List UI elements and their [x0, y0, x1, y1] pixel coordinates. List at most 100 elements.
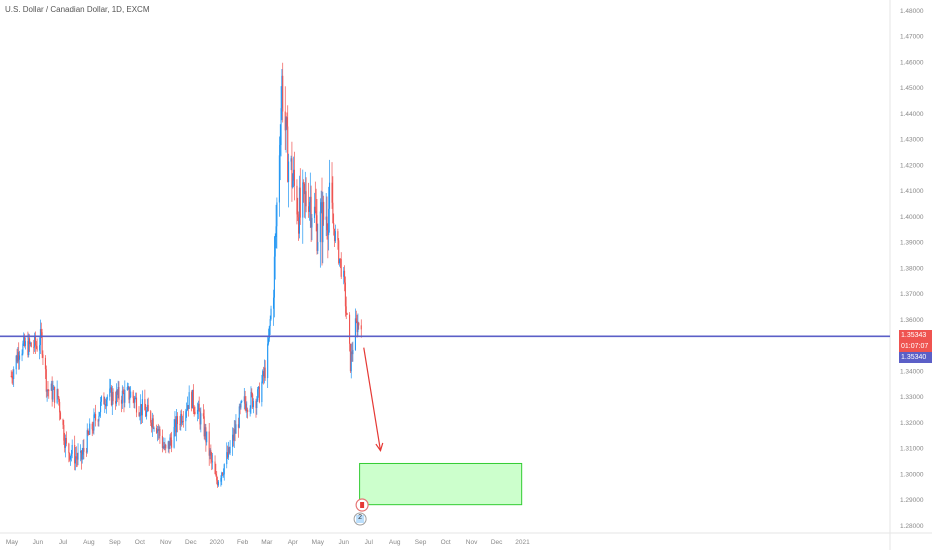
candle-body — [273, 256, 275, 298]
candle-body — [229, 446, 231, 454]
candle-body — [196, 409, 199, 415]
candle-body — [139, 415, 141, 417]
candle-body — [232, 434, 234, 441]
candle-body — [145, 410, 147, 417]
candle-body — [232, 434, 234, 447]
candle-body — [33, 346, 35, 348]
candle-body — [13, 369, 15, 379]
candle-body — [122, 390, 124, 394]
y-tick-label: 1.43000 — [900, 137, 924, 144]
candle-body — [244, 396, 246, 404]
candle-body — [354, 318, 356, 350]
candle-body — [239, 406, 241, 408]
candle-body — [243, 396, 245, 402]
candle-body — [93, 414, 95, 431]
candle-body — [115, 390, 118, 404]
candle-body — [77, 452, 79, 460]
candle-body — [327, 230, 329, 236]
candle-body — [214, 461, 216, 474]
y-tick-label: 1.36000 — [900, 317, 924, 324]
candle-body — [245, 403, 247, 411]
candle-body — [110, 387, 112, 389]
x-tick-label: Mar — [261, 539, 273, 546]
candle-body — [292, 180, 294, 188]
candle-body — [65, 437, 67, 444]
y-tick-label: 1.40000 — [900, 214, 924, 221]
candle-body — [140, 404, 142, 416]
candle-body — [158, 429, 160, 431]
candle-body — [169, 437, 171, 449]
candle-body — [210, 450, 212, 456]
target-zone[interactable] — [359, 462, 523, 506]
candle-body — [100, 401, 102, 413]
candle-body — [104, 404, 106, 406]
y-tick-label: 1.31000 — [900, 446, 924, 453]
candle-body — [237, 424, 239, 428]
candle-body — [45, 369, 47, 392]
candle-body — [217, 480, 219, 486]
candle-body — [205, 427, 207, 443]
candle-body — [97, 420, 99, 422]
candle-body — [81, 454, 83, 460]
candle-body — [68, 443, 70, 454]
candle-body — [85, 451, 87, 453]
candle-body — [59, 412, 62, 420]
candle-body — [64, 440, 66, 448]
candle-body — [315, 210, 317, 216]
candle-body — [39, 345, 41, 351]
candle-body — [181, 421, 184, 423]
candle-body — [331, 182, 333, 203]
candle-body — [174, 419, 176, 427]
candle-body — [234, 429, 236, 434]
projection-arrow-line[interactable] — [363, 347, 382, 451]
candle-body — [87, 430, 89, 435]
candle-body — [57, 389, 59, 397]
candle-body — [144, 399, 146, 411]
candle-body — [95, 414, 97, 421]
chart-title: U.S. Dollar / Canadian Dollar, 1D, EXCM — [5, 5, 150, 14]
candle-body — [58, 396, 60, 402]
candle-body — [176, 416, 178, 433]
candle-body — [51, 383, 53, 400]
y-tick-label: 1.33000 — [900, 394, 924, 401]
flag-glyph — [356, 515, 365, 523]
candle-body — [98, 415, 100, 422]
candle-body — [322, 201, 324, 243]
candle-body — [350, 351, 352, 372]
candle-body — [220, 478, 222, 482]
candle-body — [286, 117, 288, 127]
candle-body — [263, 367, 265, 377]
candle-body — [140, 404, 143, 416]
candle-body — [146, 404, 148, 411]
x-tick-label: Jul — [365, 539, 374, 546]
candle-body — [118, 387, 120, 400]
candle-body — [278, 155, 280, 203]
candle-body — [21, 353, 23, 356]
candle-body — [313, 206, 316, 218]
candle-body — [333, 223, 335, 229]
event-count-badge: 2 — [358, 514, 362, 521]
candle-body — [281, 75, 283, 109]
candle-body — [30, 342, 32, 347]
candle-body — [343, 270, 345, 277]
candle-body — [287, 126, 289, 182]
candle-body — [86, 430, 88, 453]
candle-body — [191, 392, 193, 409]
candle-body — [328, 208, 330, 236]
candle-body — [161, 435, 163, 448]
candle-body — [235, 424, 237, 434]
candle-body — [94, 414, 96, 415]
candle-body — [272, 297, 275, 309]
canada-flag-event-icon[interactable] — [355, 498, 369, 512]
candle-body — [334, 231, 336, 242]
candle-body — [360, 325, 362, 330]
candle-body — [297, 214, 299, 218]
us-flag-event-icon[interactable]: 2 — [353, 512, 367, 526]
candle-body — [238, 406, 240, 428]
candle-body — [48, 390, 50, 392]
candle-body — [59, 401, 61, 413]
candle-body — [351, 351, 353, 355]
y-tick-label: 1.28000 — [900, 523, 924, 530]
